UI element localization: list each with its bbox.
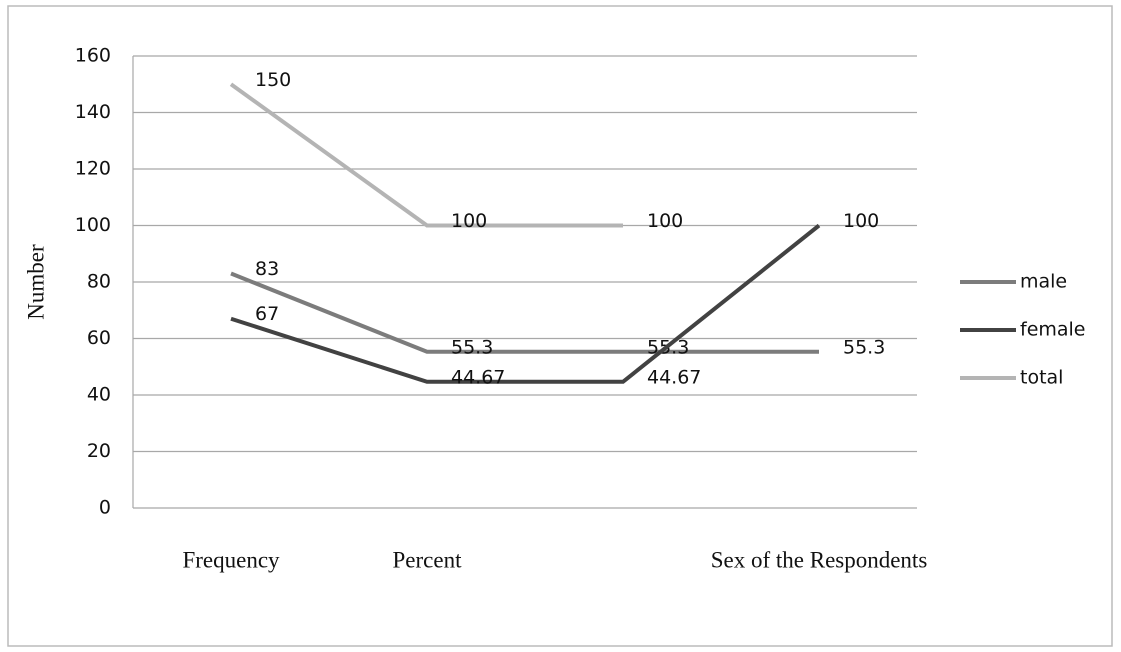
x-tick-label: Frequency	[182, 547, 280, 572]
data-label: 83	[255, 258, 279, 280]
y-tick-label: 0	[99, 497, 111, 519]
data-label: 100	[451, 210, 487, 232]
series-line	[230, 223, 821, 384]
data-label: 44.67	[451, 366, 505, 388]
data-label: 100	[843, 210, 879, 232]
legend-label: total	[1020, 367, 1063, 389]
y-tick-label: 160	[75, 45, 111, 67]
data-label: 67	[255, 303, 279, 325]
y-tick-label: 80	[87, 271, 111, 293]
y-tick-label: 120	[75, 158, 111, 180]
y-tick-label: 140	[75, 101, 111, 123]
y-tick-label: 100	[75, 214, 111, 236]
x-tick-label: Percent	[393, 547, 463, 572]
data-label: 44.67	[647, 366, 701, 388]
y-axis-label: Number	[23, 244, 48, 320]
frame	[7, 5, 1113, 647]
data-label: 55.3	[843, 336, 885, 358]
data-label: 150	[255, 69, 291, 91]
data-label: 55.3	[451, 336, 493, 358]
series-line	[230, 271, 819, 354]
legend-label: male	[1020, 271, 1067, 293]
y-tick-label: 20	[87, 440, 111, 462]
x-tick-label: Sex of the Respondents	[711, 547, 928, 572]
data-label: 100	[647, 210, 683, 232]
y-tick-label: 60	[87, 327, 111, 349]
series-line	[229, 82, 623, 228]
y-tick-label: 40	[87, 384, 111, 406]
legend-label: female	[1020, 319, 1086, 341]
